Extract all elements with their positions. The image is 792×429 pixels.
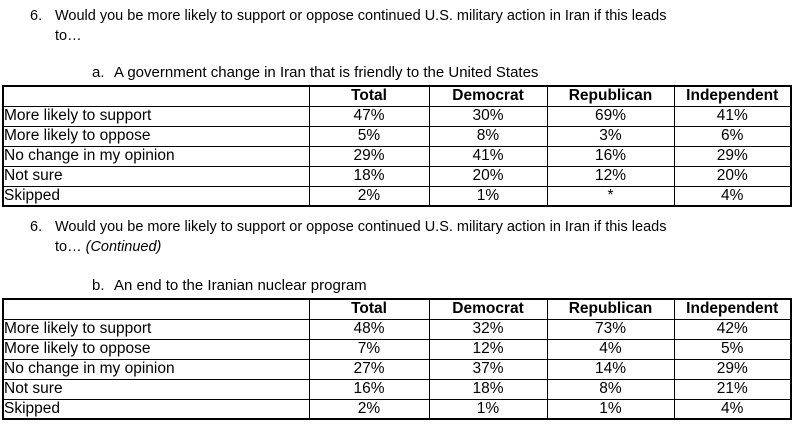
table-header-row: Total Democrat Republican Independent — [2, 298, 792, 320]
question-text: Would you be more likely to support or o… — [55, 217, 792, 257]
row-label-cell: More likely to support — [2, 318, 310, 340]
value-cell-total: 47% — [308, 105, 430, 127]
value-cell-independent: 42% — [673, 318, 792, 340]
value-cell-independent: 6% — [673, 125, 792, 147]
value-cell-total: 16% — [308, 378, 430, 400]
value-cell-republican: * — [546, 185, 675, 207]
value-cell-republican: 69% — [546, 105, 675, 127]
results-table-a: Total Democrat Republican Independent Mo… — [2, 85, 792, 207]
row-label-cell: No change in my opinion — [2, 358, 310, 380]
header-cell-empty — [2, 298, 310, 320]
value-cell-independent: 21% — [673, 378, 792, 400]
value-cell-republican: 73% — [546, 318, 675, 340]
subitem-a-title: A government change in Iran that is frie… — [114, 64, 539, 81]
header-cell-democrat: Democrat — [428, 298, 548, 320]
row-label-cell: No change in my opinion — [2, 145, 310, 167]
header-cell-empty — [2, 85, 310, 107]
row-label-cell: Not sure — [2, 378, 310, 400]
row-label-cell: More likely to oppose — [2, 338, 310, 360]
table-row: No change in my opinion 27% 37% 14% 29% — [2, 358, 792, 380]
question-number: 6. — [30, 219, 43, 235]
subitem-a-label: a. — [92, 64, 105, 81]
value-cell-democrat: 12% — [428, 338, 548, 360]
value-cell-republican: 16% — [546, 145, 675, 167]
value-cell-republican: 3% — [546, 125, 675, 147]
subitem-b-label: b. — [92, 277, 105, 294]
question-6-continued-heading: 6. Would you be more likely to support o… — [0, 217, 792, 257]
table-row: Not sure 16% 18% 8% 21% — [2, 378, 792, 400]
table-row: Not sure 18% 20% 12% 20% — [2, 165, 792, 187]
value-cell-total: 7% — [308, 338, 430, 360]
value-cell-republican: 1% — [546, 398, 675, 420]
value-cell-independent: 20% — [673, 165, 792, 187]
table-row: Skipped 2% 1% * 4% — [2, 185, 792, 207]
value-cell-democrat: 8% — [428, 125, 548, 147]
subitem-a-heading: a. A government change in Iran that is fr… — [0, 64, 792, 82]
value-cell-total: 5% — [308, 125, 430, 147]
value-cell-democrat: 41% — [428, 145, 548, 167]
value-cell-total: 29% — [308, 145, 430, 167]
row-label-cell: Skipped — [2, 185, 310, 207]
results-table-b: Total Democrat Republican Independent Mo… — [2, 298, 792, 420]
table-row: More likely to support 48% 32% 73% 42% — [2, 318, 792, 340]
value-cell-democrat: 18% — [428, 378, 548, 400]
value-cell-independent: 4% — [673, 185, 792, 207]
value-cell-republican: 12% — [546, 165, 675, 187]
header-cell-republican: Republican — [546, 298, 675, 320]
subitem-b-title: An end to the Iranian nuclear program — [114, 277, 367, 294]
table-row: Skipped 2% 1% 1% 4% — [2, 398, 792, 420]
value-cell-democrat: 37% — [428, 358, 548, 380]
question-6-heading: 6. Would you be more likely to support o… — [0, 6, 792, 46]
value-cell-total: 18% — [308, 165, 430, 187]
header-cell-total: Total — [308, 298, 430, 320]
header-cell-democrat: Democrat — [428, 85, 548, 107]
table-row: More likely to oppose 7% 12% 4% 5% — [2, 338, 792, 360]
header-cell-independent: Independent — [673, 85, 792, 107]
value-cell-democrat: 32% — [428, 318, 548, 340]
value-cell-democrat: 1% — [428, 185, 548, 207]
question-text-line1: Would you be more likely to support or o… — [55, 219, 667, 235]
row-label-cell: More likely to oppose — [2, 125, 310, 147]
question-text-line1: Would you be more likely to support or o… — [55, 8, 667, 24]
table-row: More likely to oppose 5% 8% 3% 6% — [2, 125, 792, 147]
value-cell-republican: 14% — [546, 358, 675, 380]
value-cell-independent: 4% — [673, 398, 792, 420]
header-cell-total: Total — [308, 85, 430, 107]
value-cell-independent: 29% — [673, 358, 792, 380]
question-text: Would you be more likely to support or o… — [55, 6, 792, 46]
value-cell-independent: 5% — [673, 338, 792, 360]
value-cell-democrat: 1% — [428, 398, 548, 420]
row-label-cell: Skipped — [2, 398, 310, 420]
value-cell-total: 2% — [308, 185, 430, 207]
question-number: 6. — [30, 8, 43, 24]
value-cell-democrat: 30% — [428, 105, 548, 127]
subitem-b-heading: b. An end to the Iranian nuclear program — [0, 277, 792, 295]
row-label-cell: More likely to support — [2, 105, 310, 127]
value-cell-republican: 4% — [546, 338, 675, 360]
table-row: More likely to support 47% 30% 69% 41% — [2, 105, 792, 127]
header-cell-republican: Republican — [546, 85, 675, 107]
value-cell-democrat: 20% — [428, 165, 548, 187]
question-text-line2: to… — [55, 239, 82, 255]
continued-note: (Continued) — [85, 239, 162, 255]
table-row: No change in my opinion 29% 41% 16% 29% — [2, 145, 792, 167]
value-cell-total: 48% — [308, 318, 430, 340]
value-cell-independent: 29% — [673, 145, 792, 167]
value-cell-total: 27% — [308, 358, 430, 380]
value-cell-total: 2% — [308, 398, 430, 420]
table-header-row: Total Democrat Republican Independent — [2, 85, 792, 107]
question-text-line2: to… — [55, 28, 82, 44]
header-cell-independent: Independent — [673, 298, 792, 320]
value-cell-republican: 8% — [546, 378, 675, 400]
value-cell-independent: 41% — [673, 105, 792, 127]
row-label-cell: Not sure — [2, 165, 310, 187]
